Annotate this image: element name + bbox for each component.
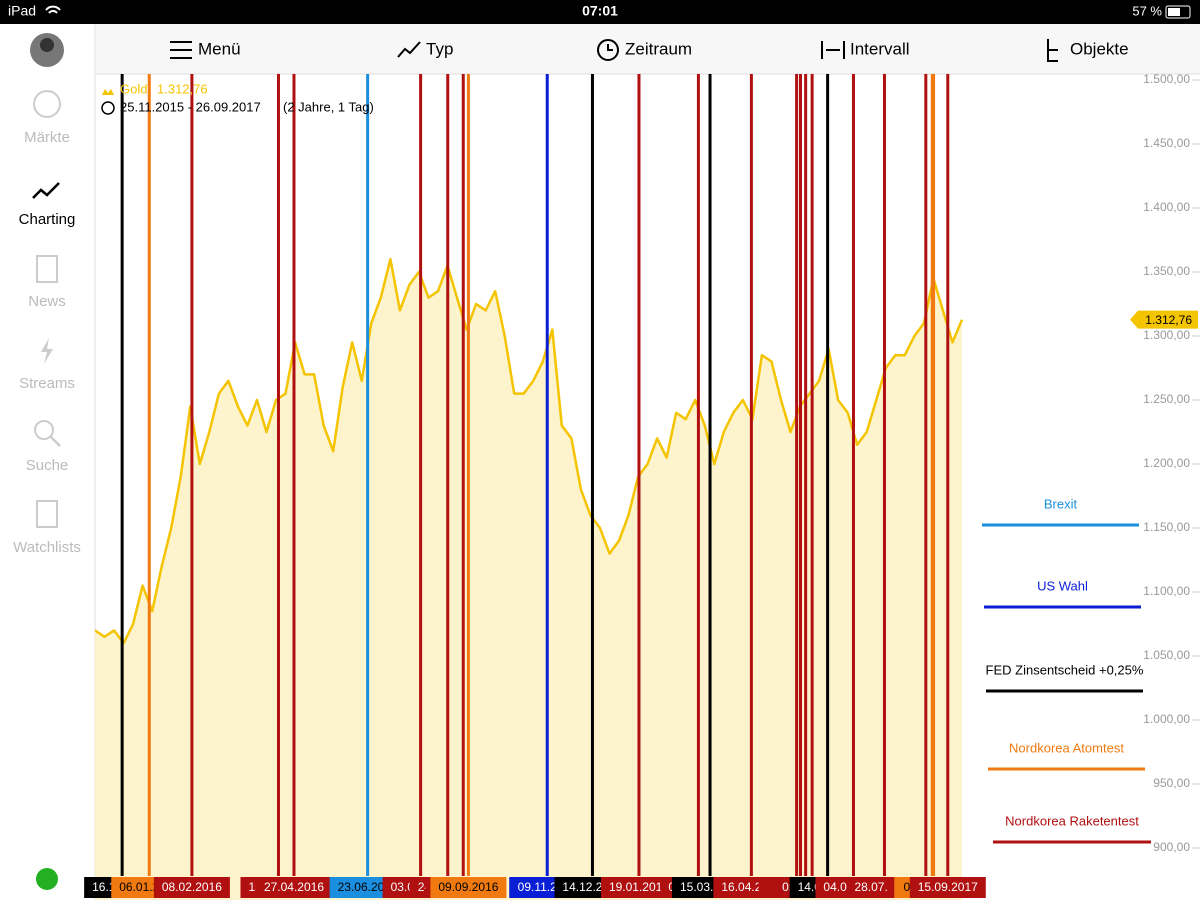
y-tick-label: 1.300,00 bbox=[1143, 328, 1190, 342]
toolbar-button[interactable]: Intervall bbox=[850, 39, 910, 58]
event-label: 08.02.2016 bbox=[162, 880, 222, 894]
y-tick-label: 1.500,00 bbox=[1143, 72, 1190, 86]
y-tick-label: 1.250,00 bbox=[1143, 392, 1190, 406]
interval-icon bbox=[821, 41, 845, 59]
markets-icon[interactable] bbox=[33, 90, 61, 118]
menu-icon bbox=[170, 41, 192, 59]
carrier: iPad bbox=[8, 3, 36, 19]
legend-label: FED Zinsentscheid +0,25% bbox=[986, 662, 1144, 677]
period: 25.11.2015 - 26.09.2017 bbox=[120, 99, 261, 114]
legend-label: US Wahl bbox=[1037, 578, 1088, 593]
sidebar-label[interactable]: Suche bbox=[26, 457, 69, 474]
instrument-price: 1.312,76 bbox=[157, 81, 208, 96]
event-label-box bbox=[600, 877, 677, 898]
charting-icon[interactable] bbox=[32, 182, 60, 199]
event-label-box bbox=[430, 877, 507, 898]
y-tick-label: 1.400,00 bbox=[1143, 200, 1190, 214]
toolbar-button[interactable]: Typ bbox=[426, 39, 453, 58]
y-tick-label: 1.050,00 bbox=[1143, 648, 1190, 662]
search-icon-handle bbox=[50, 436, 61, 447]
toolbar bbox=[96, 24, 1200, 74]
event-label-box bbox=[255, 877, 332, 898]
event-label: 27.04.2016 bbox=[264, 880, 324, 894]
status-bar bbox=[0, 0, 1200, 24]
streams-icon[interactable] bbox=[41, 338, 53, 364]
search-icon[interactable] bbox=[34, 420, 54, 440]
y-tick-label: 1.100,00 bbox=[1143, 584, 1190, 598]
status-dot bbox=[36, 868, 58, 890]
event-label: 19.01.2017 bbox=[609, 880, 669, 894]
sidebar bbox=[0, 24, 95, 900]
sidebar-label[interactable]: Charting bbox=[19, 211, 76, 228]
wifi-icon bbox=[45, 5, 61, 14]
toolbar-button[interactable]: Objekte bbox=[1070, 39, 1129, 58]
type-icon bbox=[397, 41, 421, 58]
sidebar-label[interactable]: Streams bbox=[19, 375, 75, 392]
toolbar-items: Menü Typ Zeitraum Intervall Objekte bbox=[198, 39, 1129, 58]
event-labels: 16.12.201506.01.201608.02.201615.04.2016… bbox=[84, 877, 986, 898]
event-label-box bbox=[153, 877, 230, 898]
objects-icon bbox=[1047, 39, 1058, 62]
toolbar-button[interactable]: Zeitraum bbox=[625, 39, 692, 58]
legend-label: Brexit bbox=[1044, 496, 1078, 511]
period-icon bbox=[597, 39, 619, 61]
avatar-head bbox=[40, 38, 54, 52]
instrument-name: Gold bbox=[120, 81, 147, 96]
overlay: 1.500,00 1.450,00 1.400,00 1.350,00 1.300,00… bbox=[84, 72, 1200, 898]
news-icon[interactable] bbox=[36, 255, 58, 283]
sidebar-label[interactable]: Märkte bbox=[24, 129, 70, 146]
gold-icon bbox=[102, 89, 114, 95]
y-tick-label: 1.000,00 bbox=[1143, 712, 1190, 726]
area-fill bbox=[95, 259, 962, 900]
duration: (2 Jahre, 1 Tag) bbox=[283, 99, 374, 114]
legend-label: Nordkorea Raketentest bbox=[1005, 813, 1139, 828]
sidebar-label[interactable]: Watchlists bbox=[13, 539, 81, 556]
y-tick-label: 1.350,00 bbox=[1143, 264, 1190, 278]
toolbar-button[interactable]: Menü bbox=[198, 39, 241, 58]
event-label: 09.09.2016 bbox=[438, 880, 498, 894]
clock-icon bbox=[101, 101, 115, 115]
clock: 07:01 bbox=[582, 3, 618, 19]
event-label-box bbox=[909, 877, 986, 898]
y-tick-label: 900,00 bbox=[1153, 840, 1190, 854]
y-tick-label: 1.150,00 bbox=[1143, 520, 1190, 534]
period-icon-hands bbox=[607, 44, 613, 51]
price-line bbox=[95, 257, 964, 645]
price-badge bbox=[1130, 310, 1198, 329]
y-tick-label: 1.450,00 bbox=[1143, 136, 1190, 150]
watchlists-icon[interactable] bbox=[36, 500, 58, 528]
battery-icon bbox=[1165, 5, 1191, 19]
legend-label: Nordkorea Atomtest bbox=[1009, 740, 1124, 755]
y-tick-label: 950,00 bbox=[1153, 776, 1190, 790]
price-badge-label: 1.312,76 bbox=[1145, 313, 1192, 327]
sidebar-label[interactable]: News bbox=[28, 293, 66, 310]
event-label: 15.09.2017 bbox=[918, 880, 978, 894]
sidebar-items: Märkte Charting News Streams Suche Watchlists bbox=[13, 129, 81, 556]
plot bbox=[95, 74, 964, 900]
battery-fill bbox=[1168, 8, 1180, 16]
y-tick-label: 1.200,00 bbox=[1143, 456, 1190, 470]
battery-level: 57 % bbox=[1132, 3, 1162, 18]
